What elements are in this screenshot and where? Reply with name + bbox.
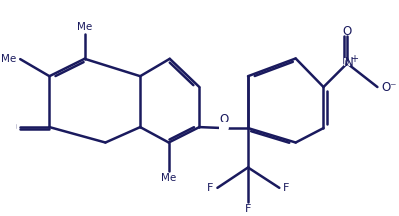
Text: Me: Me — [1, 54, 16, 64]
Text: O: O — [342, 25, 352, 38]
Text: F: F — [207, 183, 213, 193]
Text: Me: Me — [77, 22, 92, 32]
Text: O: O — [101, 146, 110, 159]
Text: N: N — [343, 58, 352, 68]
Text: F: F — [245, 204, 251, 214]
Text: O: O — [219, 113, 228, 126]
Text: +: + — [350, 54, 358, 64]
Text: O: O — [219, 122, 228, 135]
Text: Me: Me — [161, 173, 176, 183]
Text: F: F — [283, 183, 290, 193]
Text: N: N — [345, 56, 354, 69]
Text: O: O — [7, 121, 16, 133]
Text: O⁻: O⁻ — [381, 81, 397, 94]
Text: O: O — [219, 122, 228, 135]
Text: O: O — [7, 121, 16, 133]
Text: O: O — [101, 146, 110, 159]
